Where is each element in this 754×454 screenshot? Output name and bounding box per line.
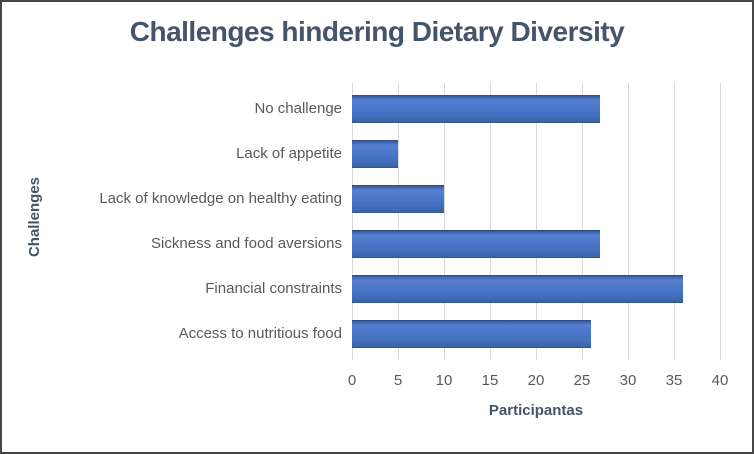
bar-lack-of-appetite: [352, 140, 398, 168]
category-label-financial-constraints: Financial constraints: [205, 280, 342, 297]
category-label-no-challenge: No challenge: [254, 100, 342, 117]
category-label-lack-of-appetite: Lack of appetite: [236, 145, 342, 162]
gridline-x-0: [352, 83, 353, 360]
gridline-x-40: [720, 83, 721, 360]
bar-financial-constraints: [352, 275, 683, 303]
x-tick-label-15: 15: [481, 372, 499, 389]
bar-lack-of-knowledge-on-healthy-eating: [352, 185, 444, 213]
bar-access-to-nutritious-food: [352, 320, 591, 348]
bar-no-challenge: [352, 95, 600, 123]
x-axis-title: Participantas: [488, 402, 584, 419]
category-label-access-to-nutritious-food: Access to nutritious food: [178, 325, 342, 342]
category-label-sickness-and-food-aversions: Sickness and food aversions: [151, 235, 342, 252]
x-tick-label-35: 35: [665, 372, 683, 389]
gridline-x-10: [444, 83, 445, 360]
x-tick-label-40: 40: [711, 372, 729, 389]
category-label-lack-of-knowledge-on-healthy-eating: Lack of knowledge on healthy eating: [99, 190, 342, 207]
gridline-x-25: [582, 83, 583, 360]
plot-area: [352, 83, 721, 360]
x-tick-label-5: 5: [393, 372, 403, 389]
gridline-x-35: [674, 83, 675, 360]
chart-title: Challenges hindering Dietary Diversity: [129, 16, 625, 47]
x-tick-label-20: 20: [527, 372, 545, 389]
gridline-x-15: [490, 83, 491, 360]
x-tick-label-30: 30: [619, 372, 637, 389]
bar-sickness-and-food-aversions: [352, 230, 600, 258]
x-tick-label-25: 25: [573, 372, 591, 389]
gridline-x-30: [628, 83, 629, 360]
y-axis-title-container: Challenges: [22, 83, 46, 352]
x-tick-label-0: 0: [347, 372, 357, 389]
x-tick-label-10: 10: [435, 372, 453, 389]
gridline-x-20: [536, 83, 537, 360]
gridline-x-5: [398, 83, 399, 360]
